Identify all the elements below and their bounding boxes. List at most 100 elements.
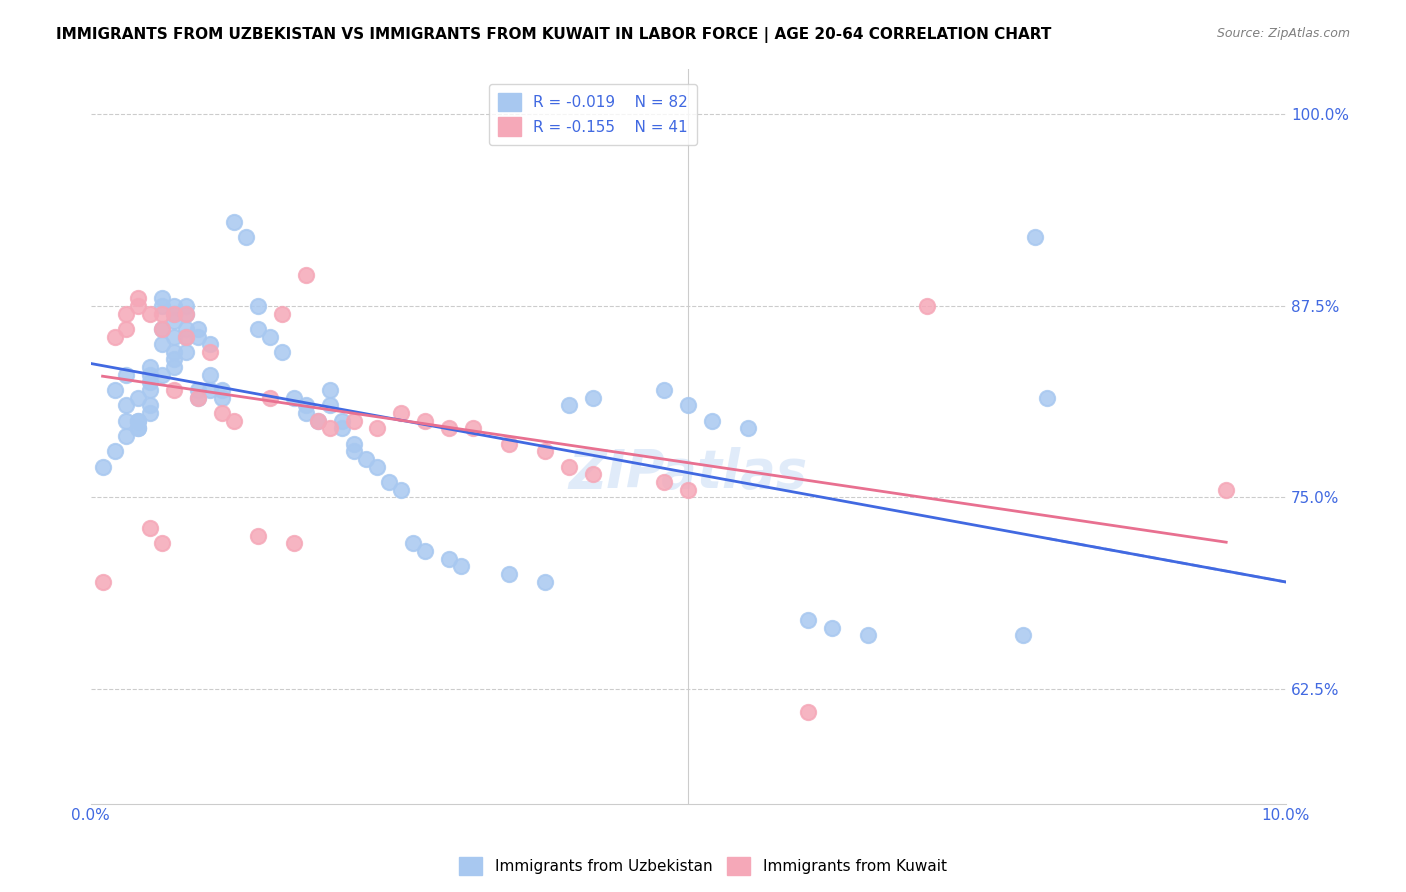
Point — [1012, 628, 1035, 642]
Point — [139, 307, 162, 321]
Legend: Immigrants from Uzbekistan, Immigrants from Kuwait: Immigrants from Uzbekistan, Immigrants f… — [450, 847, 956, 884]
Point — [283, 536, 305, 550]
Point — [163, 352, 186, 367]
Point — [294, 399, 316, 413]
Point — [342, 444, 364, 458]
Point — [450, 559, 472, 574]
Point — [115, 399, 138, 413]
Point — [139, 360, 162, 375]
Point — [127, 414, 149, 428]
Point — [917, 299, 939, 313]
Point — [797, 705, 820, 719]
Point — [654, 383, 676, 397]
Text: IMMIGRANTS FROM UZBEKISTAN VS IMMIGRANTS FROM KUWAIT IN LABOR FORCE | AGE 20-64 : IMMIGRANTS FROM UZBEKISTAN VS IMMIGRANTS… — [56, 27, 1052, 43]
Point — [534, 574, 557, 589]
Point — [127, 299, 149, 313]
Point — [174, 322, 197, 336]
Point — [139, 521, 162, 535]
Point — [174, 344, 197, 359]
Point — [139, 383, 162, 397]
Point — [174, 307, 197, 321]
Point — [103, 329, 125, 343]
Point — [211, 383, 233, 397]
Point — [1215, 483, 1237, 497]
Point — [413, 414, 436, 428]
Point — [115, 307, 138, 321]
Point — [187, 383, 209, 397]
Text: ZIPatlas: ZIPatlas — [568, 447, 808, 499]
Point — [115, 322, 138, 336]
Point — [389, 406, 412, 420]
Point — [103, 383, 125, 397]
Point — [498, 566, 520, 581]
Point — [211, 406, 233, 420]
Point — [318, 399, 340, 413]
Point — [187, 391, 209, 405]
Point — [91, 459, 114, 474]
Point — [246, 322, 269, 336]
Point — [366, 421, 388, 435]
Point — [439, 551, 461, 566]
Point — [558, 399, 581, 413]
Point — [127, 421, 149, 435]
Point — [259, 329, 281, 343]
Point — [211, 391, 233, 405]
Point — [498, 436, 520, 450]
Point — [163, 314, 186, 328]
Point — [330, 421, 353, 435]
Point — [1036, 391, 1059, 405]
Point — [558, 459, 581, 474]
Point — [127, 291, 149, 305]
Point — [174, 329, 197, 343]
Point — [702, 414, 724, 428]
Point — [413, 544, 436, 558]
Point — [342, 436, 364, 450]
Point — [389, 483, 412, 497]
Point — [127, 391, 149, 405]
Point — [678, 483, 700, 497]
Point — [366, 459, 388, 474]
Point — [150, 299, 173, 313]
Point — [354, 452, 377, 467]
Point — [294, 406, 316, 420]
Point — [174, 329, 197, 343]
Point — [115, 414, 138, 428]
Point — [246, 299, 269, 313]
Point — [127, 421, 149, 435]
Point — [582, 467, 605, 482]
Point — [150, 322, 173, 336]
Point — [534, 444, 557, 458]
Point — [127, 414, 149, 428]
Point — [198, 368, 221, 382]
Point — [318, 421, 340, 435]
Point — [115, 368, 138, 382]
Text: Source: ZipAtlas.com: Source: ZipAtlas.com — [1216, 27, 1350, 40]
Point — [163, 307, 186, 321]
Point — [378, 475, 401, 489]
Point — [737, 421, 759, 435]
Point — [235, 230, 257, 244]
Point — [174, 307, 197, 321]
Point — [198, 383, 221, 397]
Point — [582, 391, 605, 405]
Legend: R = -0.019    N = 82, R = -0.155    N = 41: R = -0.019 N = 82, R = -0.155 N = 41 — [488, 84, 697, 145]
Point — [103, 444, 125, 458]
Point — [163, 383, 186, 397]
Point — [1024, 230, 1046, 244]
Point — [678, 399, 700, 413]
Point — [402, 536, 425, 550]
Point — [139, 368, 162, 382]
Point — [307, 414, 329, 428]
Point — [283, 391, 305, 405]
Point — [294, 268, 316, 283]
Point — [222, 215, 245, 229]
Point — [163, 344, 186, 359]
Point — [150, 536, 173, 550]
Point — [222, 414, 245, 428]
Point — [198, 337, 221, 351]
Point — [821, 620, 844, 634]
Point — [150, 291, 173, 305]
Point — [150, 307, 173, 321]
Point — [856, 628, 879, 642]
Point — [187, 329, 209, 343]
